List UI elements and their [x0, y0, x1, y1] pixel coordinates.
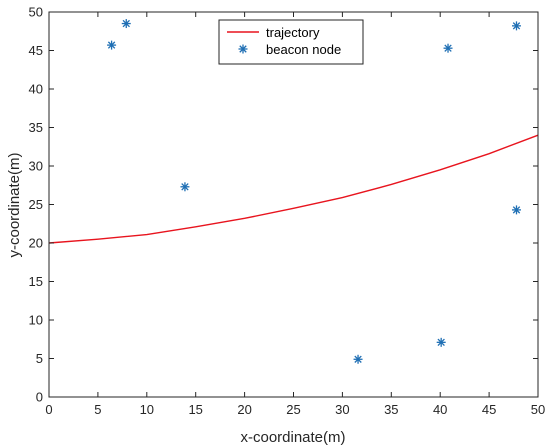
plot-background	[49, 12, 538, 397]
asterisk-stroke	[181, 183, 189, 191]
beacon-node-point	[180, 182, 190, 192]
beacon-node-point	[436, 337, 446, 347]
beacon-node-point	[511, 21, 521, 31]
legend-asterisk	[238, 44, 248, 54]
series-layer	[48, 19, 539, 364]
x-tick-label: 0	[45, 402, 52, 417]
y-tick-label: 40	[29, 82, 43, 97]
legend: trajectory beacon node	[218, 19, 364, 65]
asterisk-stroke	[437, 338, 445, 347]
beacon-node-point	[443, 43, 453, 53]
x-tick-label: 45	[482, 402, 496, 417]
y-axis-label: y-coordinate(m)	[6, 152, 23, 257]
x-axis-label: x-coordinate(m)	[240, 429, 345, 446]
asterisk-stroke	[512, 22, 521, 30]
beacon-node-point	[107, 40, 117, 50]
asterisk-stroke	[512, 206, 521, 214]
x-tick-label: 30	[335, 402, 349, 417]
x-tick-label: 5	[94, 402, 101, 417]
legend-beacon-label: beacon node	[266, 42, 341, 57]
x-tick-label: 15	[188, 402, 202, 417]
asterisk-stroke	[444, 44, 452, 52]
x-tick-label: 35	[384, 402, 398, 417]
y-tick-label: 10	[29, 313, 43, 328]
legend-trajectory-label: trajectory	[266, 25, 320, 40]
y-tick-label: 50	[29, 5, 43, 20]
beacon-node-point	[353, 354, 363, 364]
asterisk-stroke	[122, 19, 130, 28]
x-tick-label: 50	[531, 402, 545, 417]
y-tick-label: 0	[36, 390, 43, 405]
y-tick-label: 30	[29, 159, 43, 174]
y-tick-label: 20	[29, 236, 43, 251]
y-tick-label: 25	[29, 197, 43, 212]
beacon-node-point	[511, 205, 521, 215]
legend-box	[218, 19, 364, 65]
x-axis: 0 5 10 15 20 25 30 35 40 45 50	[45, 12, 545, 417]
x-tick-label: 20	[237, 402, 251, 417]
legend-beacon-marker	[238, 44, 248, 54]
asterisk-stroke	[239, 45, 247, 53]
y-tick-label: 45	[29, 43, 43, 58]
x-tick-label: 40	[433, 402, 447, 417]
x-tick-label: 25	[286, 402, 300, 417]
x-tick-label: 10	[140, 402, 154, 417]
y-tick-label: 35	[29, 120, 43, 135]
asterisk-stroke	[354, 355, 362, 363]
asterisk-stroke	[107, 41, 116, 49]
trajectory-line	[48, 134, 539, 244]
beacon-node-point	[121, 19, 131, 29]
y-axis: 0 5 10 15 20 25 30 35 40 45 50	[29, 5, 538, 405]
y-tick-label: 5	[36, 351, 43, 366]
y-tick-label: 15	[29, 274, 43, 289]
